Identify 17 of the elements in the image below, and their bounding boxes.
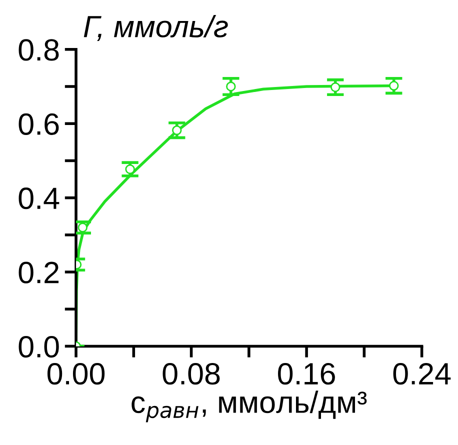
x-tick-label: 0.08 xyxy=(162,362,220,385)
x-tick-label: 0.00 xyxy=(47,362,105,385)
y-tick-label: 0.2 xyxy=(18,262,59,284)
y-tick-label: 0.0 xyxy=(18,336,59,358)
point xyxy=(389,80,399,91)
y-tick-label: 0.8 xyxy=(18,39,59,61)
x-tick-label: 0.16 xyxy=(278,362,335,385)
x-tick-label: 0.24 xyxy=(393,362,451,385)
point xyxy=(125,164,135,174)
point xyxy=(172,125,182,136)
y-tick-label: 0.6 xyxy=(18,113,59,135)
point xyxy=(78,222,88,232)
x-axis-title: с$_{равн}$, ммоль/дм³ xyxy=(132,390,367,422)
point xyxy=(226,82,236,92)
point xyxy=(330,82,340,92)
y-tick-label: 0.4 xyxy=(18,188,60,210)
y-axis-title: Г, ммоль/г xyxy=(84,14,228,42)
